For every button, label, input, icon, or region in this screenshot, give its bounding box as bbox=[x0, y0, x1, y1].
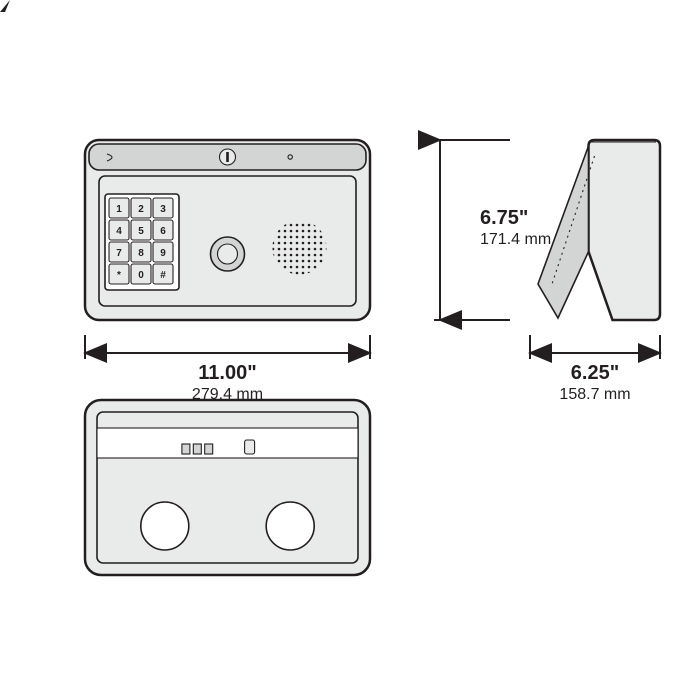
dim-imperial: 6.75" bbox=[480, 207, 528, 229]
keypad-key-label: * bbox=[117, 270, 121, 281]
dim-height bbox=[434, 140, 510, 320]
dim-imperial: 6.25" bbox=[571, 362, 619, 384]
keypad-key-label: 5 bbox=[138, 226, 144, 237]
keypad-key-label: 3 bbox=[160, 204, 166, 215]
dim-metric: 279.4 mm bbox=[192, 386, 263, 403]
knockout bbox=[141, 502, 189, 550]
dim-metric: 158.7 mm bbox=[559, 386, 630, 403]
dim-imperial: 11.00" bbox=[198, 362, 256, 384]
keypad-key-label: 4 bbox=[116, 226, 122, 237]
keypad-key-label: 9 bbox=[160, 248, 166, 259]
keypad-key-label: 2 bbox=[138, 204, 144, 215]
keypad-key-label: 8 bbox=[138, 248, 144, 259]
keypad-key-label: 7 bbox=[116, 248, 122, 259]
bottom-view bbox=[85, 400, 370, 575]
knockout bbox=[266, 502, 314, 550]
technical-drawing: 1 2 3 4 5 6 7 8 9 * 0 #11.00" 279.4 mm 6.75" 171.4 mm 6… bbox=[0, 0, 700, 700]
bottom-slot bbox=[97, 428, 358, 458]
side-housing bbox=[589, 140, 661, 320]
dim-width bbox=[85, 335, 370, 359]
keypad-key-label: 0 bbox=[138, 270, 144, 281]
dim-metric: 171.4 mm bbox=[480, 231, 551, 248]
side-view bbox=[538, 140, 660, 320]
keypad-key-label: 6 bbox=[160, 226, 166, 237]
keypad-key-label: # bbox=[160, 270, 166, 281]
front-view bbox=[85, 140, 370, 320]
keypad-key-label: 1 bbox=[116, 204, 122, 215]
dim-depth bbox=[530, 335, 660, 359]
